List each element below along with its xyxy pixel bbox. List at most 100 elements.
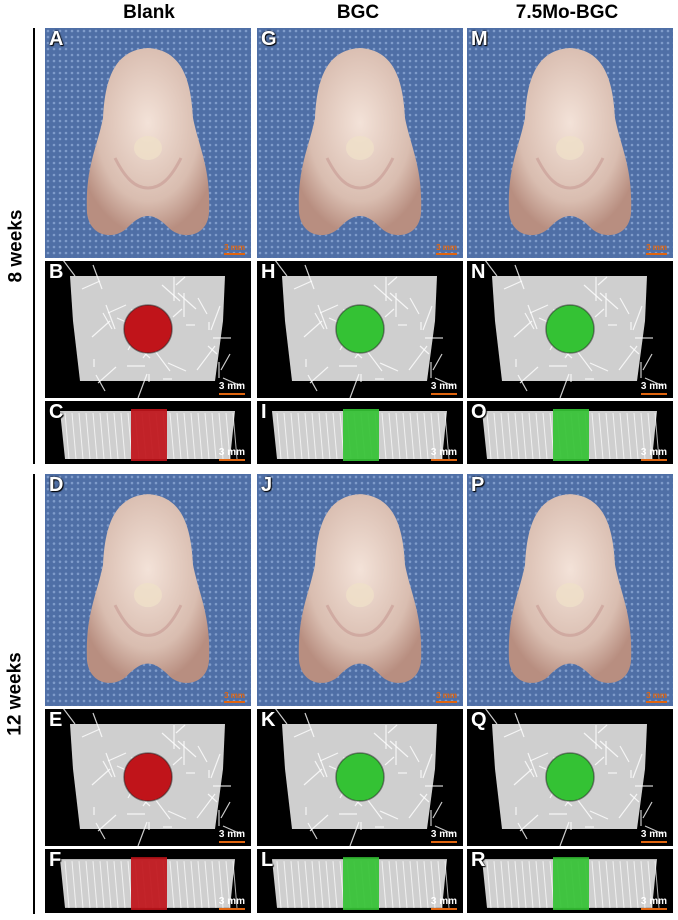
panel-q: Q 3 mm bbox=[467, 709, 673, 846]
scale-label: 3 mm bbox=[640, 896, 667, 907]
scale-bar-r: 3 mm bbox=[640, 896, 667, 910]
scale-label: 3 mm bbox=[640, 829, 667, 840]
panel-image-a bbox=[45, 28, 251, 258]
scale-label: 3 mm bbox=[436, 691, 457, 700]
panel-letter-m: M bbox=[471, 28, 488, 50]
panel-f: F 3 mm bbox=[45, 849, 251, 913]
scale-label: 3 mm bbox=[640, 381, 667, 392]
scale-bar-line bbox=[436, 253, 457, 255]
panel-letter-r: R bbox=[471, 849, 486, 871]
scale-bar-line bbox=[430, 841, 457, 843]
panel-image-e bbox=[45, 709, 251, 846]
panel-image-i bbox=[257, 401, 463, 464]
panel-g: G 3 mm bbox=[257, 28, 463, 258]
panel-image-q bbox=[467, 709, 673, 846]
scale-bar-k: 3 mm bbox=[430, 829, 457, 843]
panel-image-n bbox=[467, 261, 673, 398]
scale-bar-line bbox=[218, 393, 245, 395]
scale-bar-f: 3 mm bbox=[218, 896, 245, 910]
scale-label: 3 mm bbox=[436, 243, 457, 252]
panel-n: N 3 mm bbox=[467, 261, 673, 398]
panel-letter-k: K bbox=[261, 709, 276, 731]
scale-label: 3 mm bbox=[218, 447, 245, 458]
scale-bar-a: 3 mm bbox=[224, 243, 245, 255]
panel-image-d bbox=[45, 474, 251, 706]
scale-bar-line bbox=[430, 908, 457, 910]
scale-label: 3 mm bbox=[430, 896, 457, 907]
panel-image-m bbox=[467, 28, 673, 258]
scale-bar-line bbox=[224, 253, 245, 255]
scale-bar-line bbox=[430, 459, 457, 461]
panel-letter-d: D bbox=[49, 474, 64, 496]
scale-bar-line bbox=[218, 459, 245, 461]
scale-bar-line bbox=[646, 253, 667, 255]
scale-label: 3 mm bbox=[218, 381, 245, 392]
scale-bar-line bbox=[224, 701, 245, 703]
scale-bar-line bbox=[640, 393, 667, 395]
panel-i: I 3 mm bbox=[257, 401, 463, 464]
panel-letter-f: F bbox=[49, 849, 62, 871]
panel-letter-i: I bbox=[261, 401, 267, 423]
scale-bar-line bbox=[218, 908, 245, 910]
scale-bar-q: 3 mm bbox=[640, 829, 667, 843]
panel-m: M 3 mm bbox=[467, 28, 673, 258]
panel-k: K 3 mm bbox=[257, 709, 463, 846]
scale-label: 3 mm bbox=[224, 691, 245, 700]
panel-d: D 3 mm bbox=[45, 474, 251, 706]
scale-bar-i: 3 mm bbox=[430, 447, 457, 461]
scale-label: 3 mm bbox=[224, 243, 245, 252]
panel-b: B 3 mm bbox=[45, 261, 251, 398]
panel-letter-h: H bbox=[261, 261, 276, 283]
scale-label: 3 mm bbox=[430, 829, 457, 840]
panel-letter-c: C bbox=[49, 401, 64, 423]
scale-bar-l: 3 mm bbox=[430, 896, 457, 910]
panel-image-o bbox=[467, 401, 673, 464]
panel-letter-j: J bbox=[261, 474, 273, 496]
panel-letter-g: G bbox=[261, 28, 277, 50]
column-title-bgc: BGC bbox=[336, 2, 380, 23]
scale-label: 3 mm bbox=[218, 896, 245, 907]
scale-bar-line bbox=[646, 701, 667, 703]
panel-letter-q: Q bbox=[471, 709, 487, 731]
group-bar-8-weeks bbox=[33, 28, 35, 464]
panel-letter-n: N bbox=[471, 261, 486, 283]
scale-bar-g: 3 mm bbox=[436, 243, 457, 255]
group-label-8-weeks: 8 weeks bbox=[5, 209, 26, 283]
scale-label: 3 mm bbox=[646, 243, 667, 252]
panel-image-g bbox=[257, 28, 463, 258]
scale-bar-m: 3 mm bbox=[646, 243, 667, 255]
scale-label: 3 mm bbox=[646, 691, 667, 700]
panel-image-k bbox=[257, 709, 463, 846]
scale-bar-o: 3 mm bbox=[640, 447, 667, 461]
panel-image-c bbox=[45, 401, 251, 464]
scale-bar-n: 3 mm bbox=[640, 381, 667, 395]
scale-label: 3 mm bbox=[430, 447, 457, 458]
panel-letter-p: P bbox=[471, 474, 485, 496]
panel-letter-b: B bbox=[49, 261, 64, 283]
scale-bar-b: 3 mm bbox=[218, 381, 245, 395]
scale-bar-p: 3 mm bbox=[646, 691, 667, 703]
scale-bar-h: 3 mm bbox=[430, 381, 457, 395]
scale-label: 3 mm bbox=[430, 381, 457, 392]
panel-c: C 3 mm bbox=[45, 401, 251, 464]
panel-letter-l: L bbox=[261, 849, 274, 871]
panel-h: H 3 mm bbox=[257, 261, 463, 398]
scale-bar-e: 3 mm bbox=[218, 829, 245, 843]
scale-bar-line bbox=[640, 841, 667, 843]
scale-label: 3 mm bbox=[640, 447, 667, 458]
panel-letter-a: A bbox=[49, 28, 64, 50]
scale-bar-c: 3 mm bbox=[218, 447, 245, 461]
scale-label: 3 mm bbox=[218, 829, 245, 840]
panel-o: O 3 mm bbox=[467, 401, 673, 464]
panel-image-r bbox=[467, 849, 673, 913]
scale-bar-line bbox=[640, 908, 667, 910]
column-title-7-5mo-bgc: 7.5Mo-BGC bbox=[515, 2, 619, 23]
panel-image-h bbox=[257, 261, 463, 398]
group-bar-12-weeks bbox=[33, 474, 35, 914]
panel-letter-o: O bbox=[471, 401, 487, 423]
panel-a: A 3 mm bbox=[45, 28, 251, 258]
panel-l: L 3 mm bbox=[257, 849, 463, 913]
column-title-blank: Blank bbox=[123, 2, 175, 23]
panel-e: E 3 mm bbox=[45, 709, 251, 846]
panel-letter-e: E bbox=[49, 709, 63, 731]
